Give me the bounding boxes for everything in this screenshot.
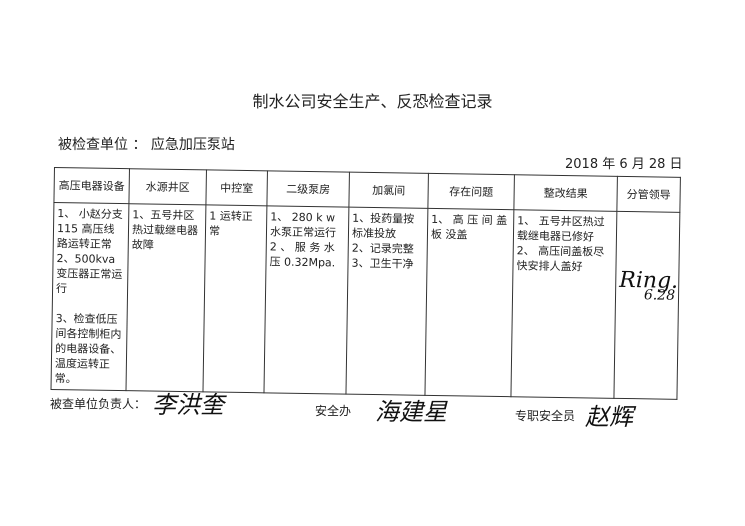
safety-office-label: 安全办 (315, 404, 352, 418)
inspected-unit-value: 应急加压泵站 (150, 137, 235, 153)
header-well-area: 水源井区 (128, 168, 207, 205)
cell-issues: 1、 高 压 间 盖 板 没盖 (424, 208, 514, 397)
header-pump-room: 二级泵房 (266, 170, 350, 208)
safety-officer-signature: 赵辉 (585, 403, 633, 431)
responsible-signature: 李洪奎 (152, 391, 224, 419)
document-title: 制水公司安全生产、反恐检查记录 (252, 92, 493, 111)
header-leader: 分管领导 (616, 176, 681, 213)
cell-pump-room: 1、 280 k w 水泵正常运行 2 、 服 务 水 压 0.32Mpa. (263, 205, 349, 395)
inspected-unit: 被检查单位 ： 应急加压泵站 (58, 137, 235, 153)
inspected-unit-label: 被检查单位 (58, 137, 128, 153)
safety-officer-label: 专职安全员 (515, 409, 576, 423)
header-hv-equipment: 高压电器设备 (53, 167, 130, 204)
table-row: 1、 小赵分支115 高压线路运转正常 2、500kva 变压器正常运行 3、检… (51, 202, 680, 400)
responsible-label: 被查单位负责人： (50, 397, 147, 411)
header-chlorination-room: 加氯间 (348, 172, 429, 209)
inspection-table: 高压电器设备 水源井区 中控室 二级泵房 加氯间 存在问题 整改结果 分管领导 … (50, 167, 681, 400)
cell-well-area: 1、五号井区热过载继电器故障 (125, 203, 206, 392)
header-control-room: 中控室 (205, 169, 268, 206)
record-date: 2018 年 6 月 28 日 (565, 157, 683, 172)
cell-control-room: 1 运转正常 (202, 204, 267, 393)
cell-chlorination-room: 1、投药量按标准投放 2、记录完整 3、卫生干净 (345, 207, 428, 396)
header-issues: 存在问题 (427, 173, 515, 210)
safety-office-signature: 海建星 (375, 398, 447, 426)
header-rectification: 整改结果 (513, 174, 618, 212)
cell-rectification: 1、 五号井区热过载继电器已修好 2、 高压间盖板尽快安排人盖好 (510, 209, 617, 399)
cell-hv-equipment: 1、 小赵分支115 高压线路运转正常 2、500kva 变压器正常运行 3、检… (51, 202, 129, 391)
cell-leader: Ring. 6.28 (613, 211, 680, 400)
